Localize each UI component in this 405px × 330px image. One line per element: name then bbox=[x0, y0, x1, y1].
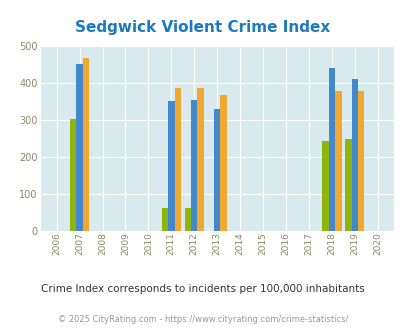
Bar bbox=[322, 141, 328, 231]
Text: Sedgwick Violent Crime Index: Sedgwick Violent Crime Index bbox=[75, 20, 330, 35]
Bar bbox=[328, 68, 334, 231]
Bar bbox=[213, 110, 220, 231]
Bar bbox=[70, 119, 76, 231]
Bar bbox=[191, 100, 197, 231]
Bar bbox=[220, 95, 226, 231]
Text: © 2025 CityRating.com - https://www.cityrating.com/crime-statistics/: © 2025 CityRating.com - https://www.city… bbox=[58, 315, 347, 324]
Bar bbox=[161, 208, 168, 231]
Bar bbox=[83, 58, 89, 231]
Bar bbox=[334, 90, 341, 231]
Bar bbox=[168, 101, 174, 231]
Bar bbox=[76, 64, 83, 231]
Bar bbox=[351, 80, 357, 231]
Bar bbox=[174, 87, 181, 231]
Text: Crime Index corresponds to incidents per 100,000 inhabitants: Crime Index corresponds to incidents per… bbox=[41, 284, 364, 294]
Bar bbox=[197, 87, 203, 231]
Bar bbox=[184, 208, 191, 231]
Bar bbox=[357, 90, 364, 231]
Bar bbox=[344, 139, 351, 231]
